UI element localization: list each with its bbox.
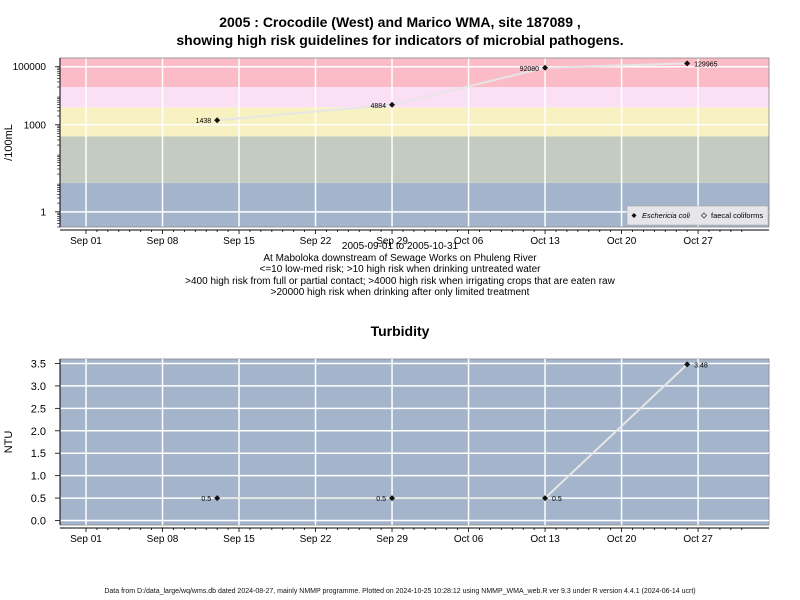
chart1-x-tick-label: Sep 15 (223, 236, 255, 247)
caption-guideline-2: >400 high risk from full or partial cont… (185, 275, 615, 287)
chart2-x-tick-label: Sep 22 (300, 534, 332, 545)
chart1-x-tick-label: Sep 08 (147, 236, 179, 247)
chart1-y-tick-label: 1000 (24, 120, 47, 131)
chart1-x-tick-label: Sep 22 (300, 236, 332, 247)
risk-band (60, 107, 769, 137)
ecoli-data-point (389, 101, 396, 108)
legend-faecal-marker (700, 212, 708, 219)
chart2-y-tick-label: 0.5 (31, 493, 46, 505)
ecoli-data-label: 129965 (694, 61, 717, 68)
chart1-y-tick-label: 100000 (13, 62, 47, 73)
risk-band (60, 58, 769, 88)
ecoli-data-point (542, 64, 549, 71)
chart2-x-tick-label: Oct 20 (607, 534, 637, 545)
chart2-x-tick-label: Sep 01 (70, 534, 102, 545)
chart1-x-tick-label: Oct 13 (530, 236, 560, 247)
chart1-x-tick-label: Oct 20 (607, 236, 637, 247)
turbidity-data-point (542, 495, 549, 502)
chart2-plot-area (59, 358, 770, 526)
chart2-y-tick-label: 1.0 (31, 471, 46, 483)
chart2-x-tick-label: Sep 08 (147, 534, 179, 545)
chart2-title: Turbidity (370, 323, 430, 339)
turbidity-data-label: 0.5 (376, 496, 386, 503)
chart2-x-tick-label: Sep 29 (376, 534, 408, 545)
turbidity-data-label: 3.48 (694, 362, 708, 369)
chart1-y-tick-label: 1 (40, 207, 46, 218)
chart1-y-axis-label: /100mL (3, 124, 15, 161)
chart1-x-tick-label: Oct 27 (683, 236, 713, 247)
turbidity-data-label: 0.5 (552, 496, 562, 503)
turbidity-data-label: 0.5 (201, 496, 211, 503)
ecoli-series-line (217, 62, 688, 122)
chart2-x-tick-label: Oct 06 (454, 534, 484, 545)
caption-guideline-1: <=10 low-med risk; >10 high risk when dr… (259, 264, 541, 275)
ecoli-data-point (684, 60, 691, 67)
chart2-y-tick-label: 2.0 (31, 426, 46, 438)
turbidity-data-point (389, 495, 396, 502)
chart2-y-tick-label: 2.5 (31, 403, 46, 415)
caption-site: At Maboloka downstream of Sewage Works o… (263, 252, 537, 264)
caption-date-range: 2005-09-01 to 2005-10-31 (341, 241, 459, 252)
chart1-caption: 2005-09-01 to 2005-10-31 At Maboloka dow… (0, 241, 800, 299)
legend-ecoli-marker (631, 213, 637, 218)
caption-guideline-3: >20000 high risk when drinking after onl… (270, 287, 530, 298)
chart1-x-tick-label: Oct 06 (454, 236, 484, 247)
chart2-y-tick-label: 0.0 (31, 516, 46, 528)
chart2-y-axis-label: NTU (3, 431, 15, 454)
chart2-x-tick-label: Sep 15 (223, 534, 255, 545)
chart2-y-tick-label: 3.0 (31, 381, 46, 393)
legend-faecal-label: faecal coliforms (711, 211, 763, 220)
ecoli-data-label: 92080 (520, 66, 540, 73)
chart2-x-tick-label: Oct 13 (530, 534, 560, 545)
chart1-x-tick-label: Sep 29 (376, 236, 408, 247)
risk-band (60, 136, 769, 183)
risk-band (60, 87, 769, 108)
chart1-title-line2: showing high risk guidelines for indicat… (176, 32, 624, 48)
turbidity-data-point (684, 361, 691, 368)
ecoli-data-point (214, 117, 221, 124)
chart2-x-tick-label: Oct 27 (683, 534, 713, 545)
ecoli-data-label: 1438 (196, 118, 212, 125)
turbidity-data-point (214, 495, 221, 502)
chart2-y-tick-label: 1.5 (31, 448, 46, 460)
legend-ecoli-label: Eschericia coli (642, 211, 690, 220)
ecoli-data-label: 4884 (370, 103, 386, 110)
chart1-title-line1: 2005 : Crocodile (West) and Marico WMA, … (219, 14, 581, 30)
chart1-legend-box (626, 205, 769, 226)
footer-note: Data from D:/data_large/wq/wms.db dated … (104, 588, 696, 595)
turbidity-series-line (217, 363, 688, 500)
chart2-y-tick-label: 3.5 (31, 358, 46, 370)
chart1-x-tick-label: Sep 01 (70, 236, 102, 247)
